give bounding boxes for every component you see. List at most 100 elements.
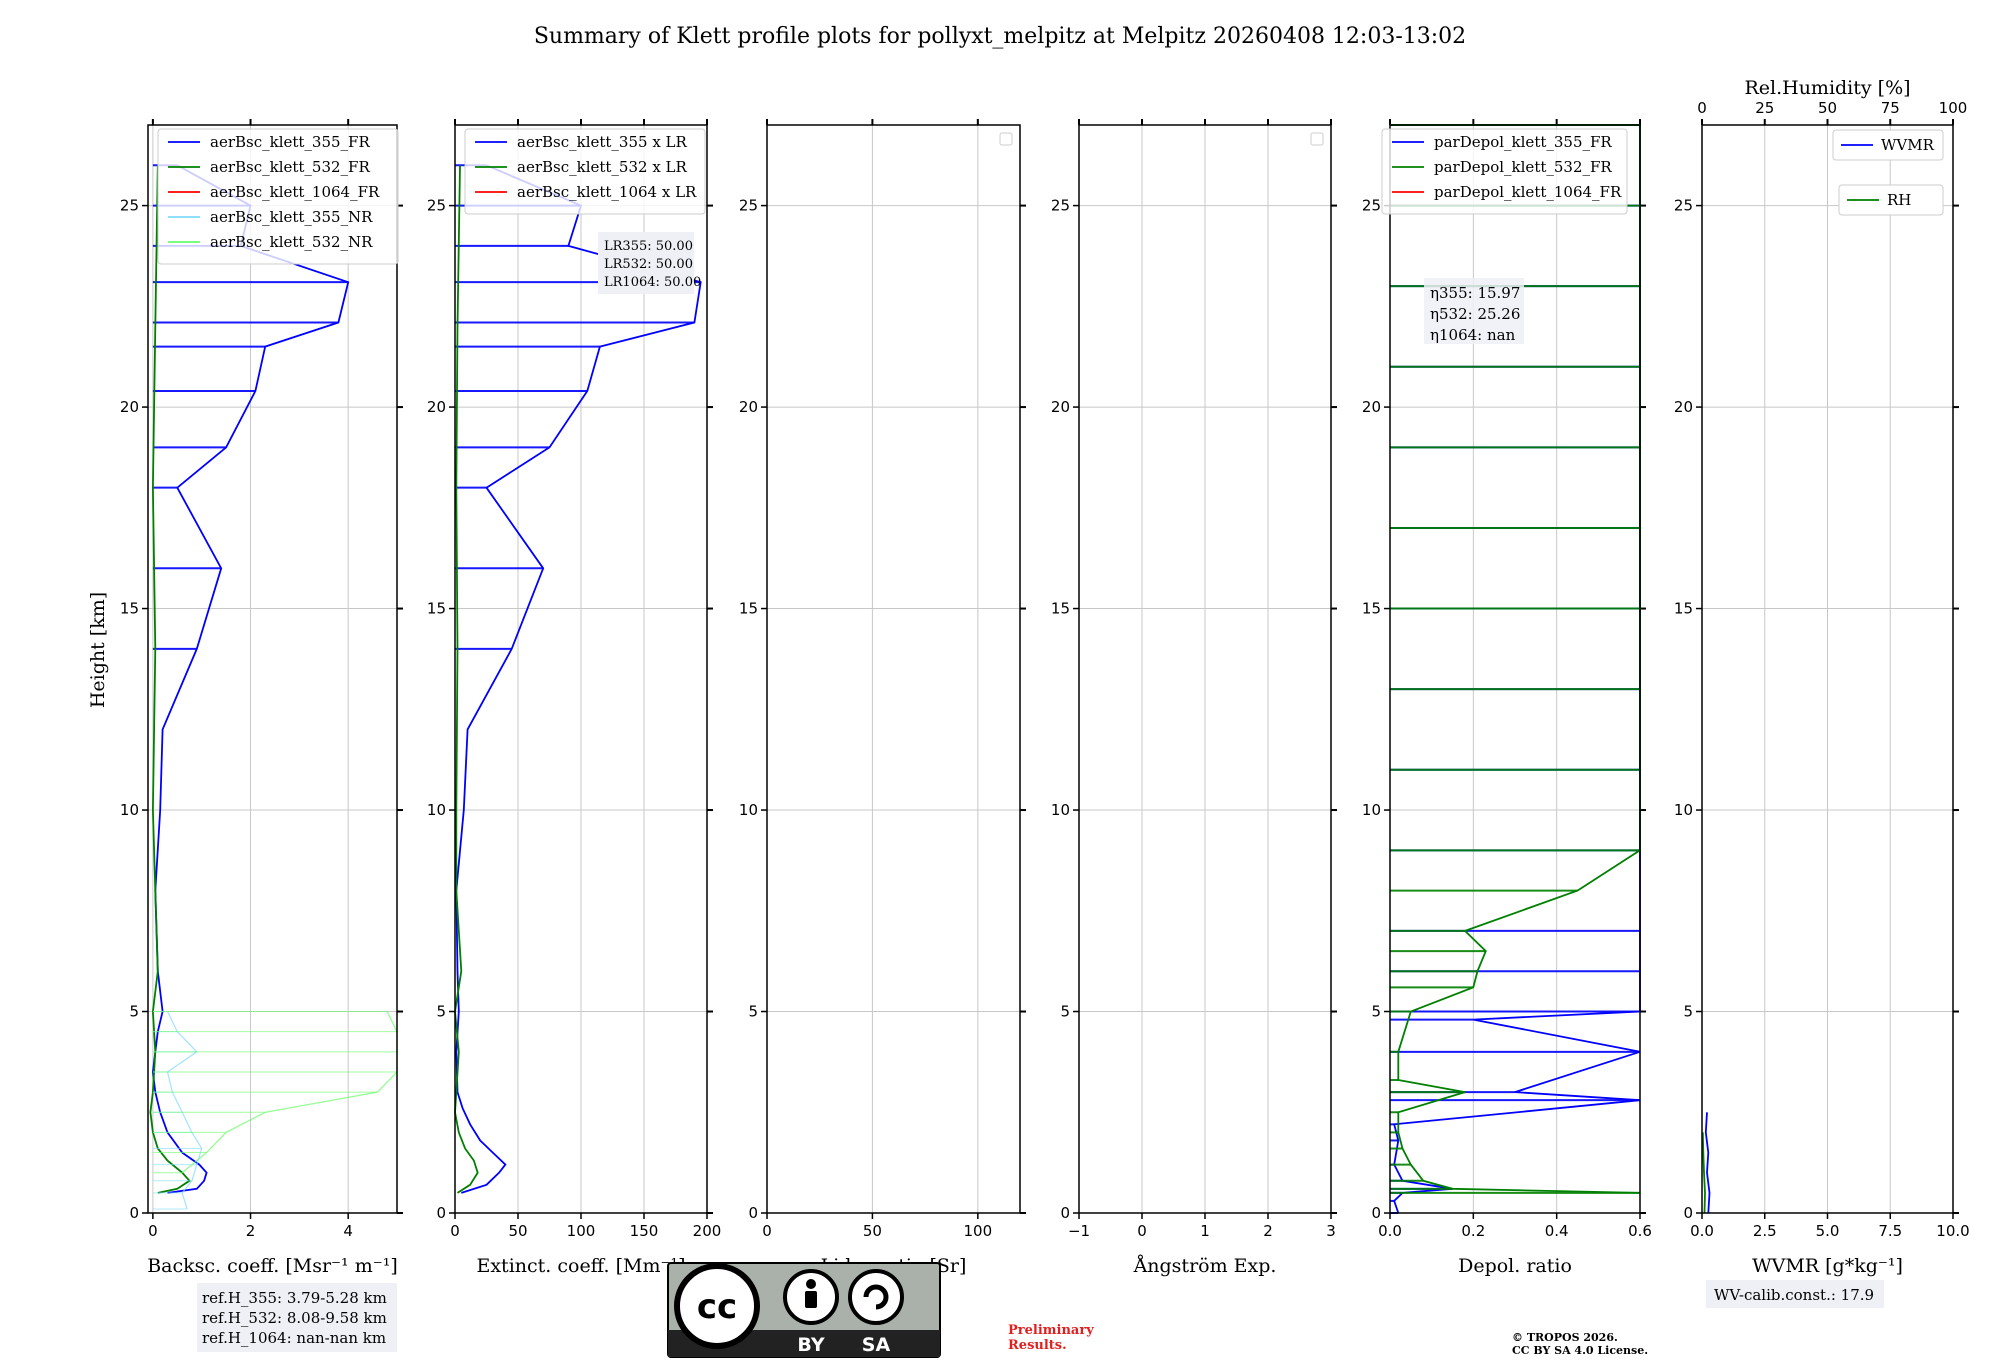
- y-tick-label: 15: [1674, 600, 1693, 618]
- legend-label: aerBsc_klett_532 x LR: [517, 158, 688, 176]
- ref-height-text: ref.H_355: 3.79-5.28 km: [202, 1289, 387, 1307]
- empty-legend-box: [1310, 132, 1324, 146]
- y-tick-label: 10: [1051, 801, 1070, 819]
- top-tick-label: 100: [1939, 99, 1968, 117]
- legend-box: [464, 128, 706, 215]
- x-tick-label: 4: [343, 1222, 353, 1240]
- eta-text: η1064: nan: [1430, 326, 1516, 344]
- panel-depol: 0 5 10 15 20 25 0.0 0.2 0.4 0.6 Depol. ratio parDep…: [1362, 119, 1652, 1277]
- x-tick-label: 0: [762, 1222, 772, 1240]
- y-tick-label: 10: [1674, 801, 1693, 819]
- y-tick-label: 5: [129, 1003, 139, 1021]
- cc-icon: cc: [697, 1287, 737, 1327]
- panel-wvmr: 0 5 10 15 20 25 0.0 2.5 5.0 7.5 10.0 WVMR [g*kg⁻¹] W…: [1674, 77, 1970, 1308]
- x-axis-label: WVMR [g*kg⁻¹]: [1752, 1255, 1903, 1277]
- x-axis-label: Ångström Exp.: [1133, 1255, 1277, 1277]
- y-tick-label: 0: [748, 1204, 758, 1222]
- y-tick-label: 0: [129, 1204, 139, 1222]
- y-tick-label: 0: [1683, 1204, 1693, 1222]
- annotation-box: [1424, 278, 1524, 344]
- x-tick-label: 2: [246, 1222, 256, 1240]
- y-tick-label: 20: [1051, 398, 1070, 416]
- y-tick-label: 20: [1674, 398, 1693, 416]
- legend-box: [1838, 184, 1944, 216]
- series-line-WVMR: [1704, 1112, 1711, 1214]
- legend-box: [1381, 128, 1628, 215]
- lidar-ratio-text: LR355: 50.00: [604, 239, 693, 254]
- legend-label: WVMR: [1881, 136, 1935, 154]
- legend-label: aerBsc_klett_355 x LR: [517, 133, 688, 151]
- axes-frame: [766, 124, 1021, 1214]
- x-tick-label: 0.6: [1628, 1222, 1652, 1240]
- legend-label: parDepol_klett_1064_FR: [1434, 183, 1622, 201]
- cc-license-badge: cc BY SA: [667, 1262, 941, 1358]
- top-tick-label: 0: [1697, 99, 1707, 117]
- y-tick-label: 10: [427, 801, 446, 819]
- y-tick-label: 15: [1362, 600, 1381, 618]
- eta-text: η355: 15.97: [1430, 284, 1520, 302]
- y-tick-label: 25: [427, 197, 446, 215]
- x-tick-label: 0: [450, 1222, 460, 1240]
- series-line-aerBsc_klett_532 x LR: [454, 165, 479, 1194]
- x-tick-label: 0.0: [1378, 1222, 1402, 1240]
- ref-height-text: ref.H_1064: nan-nan km: [202, 1329, 386, 1347]
- sa-label: SA: [862, 1334, 891, 1356]
- y-tick-label: 25: [1674, 197, 1693, 215]
- y-tick-label: 5: [1371, 1003, 1381, 1021]
- y-tick-label: 25: [120, 197, 139, 215]
- top-axis-label: Rel.Humidity [%]: [1744, 77, 1910, 99]
- x-axis-label: Extinct. coeff. [Mm⁻¹]: [476, 1255, 685, 1277]
- x-tick-label: 100: [964, 1222, 993, 1240]
- preliminary-line-2: Results.: [1008, 1338, 1067, 1353]
- panel-backscatter: 0 5 10 15 20 25 0 2 4 Backsc. coeff. [Msr⁻¹ m⁻¹] a…: [120, 119, 403, 1352]
- legend-box: [1832, 129, 1944, 161]
- top-tick-label: 25: [1755, 99, 1774, 117]
- y-tick-label: 15: [120, 600, 139, 618]
- copyright-line-2: CC BY SA 4.0 License.: [1512, 1344, 1648, 1357]
- y-tick-label: 10: [739, 801, 758, 819]
- panel-lidar_ratio: 0510152025050100Lidar ratio [Sr]: [739, 119, 1026, 1277]
- x-axis-label: Backsc. coeff. [Msr⁻¹ m⁻¹]: [147, 1255, 398, 1277]
- axes-frame: [1078, 124, 1332, 1214]
- legend-label: aerBsc_klett_532_FR: [210, 158, 370, 176]
- empty-legend-box: [999, 132, 1013, 146]
- x-tick-label: 200: [693, 1222, 722, 1240]
- y-tick-label: 5: [1060, 1003, 1070, 1021]
- x-tick-label: 0.4: [1545, 1222, 1569, 1240]
- annotation-box: [598, 232, 694, 294]
- x-tick-label: 7.5: [1878, 1222, 1902, 1240]
- y-tick-label: 15: [427, 600, 446, 618]
- legend-label: aerBsc_klett_1064_FR: [210, 183, 380, 201]
- x-tick-label: 2: [1263, 1222, 1273, 1240]
- y-tick-label: 25: [739, 197, 758, 215]
- x-tick-label: −1: [1068, 1222, 1090, 1240]
- y-tick-label: 15: [739, 600, 758, 618]
- legend-label: aerBsc_klett_355_FR: [210, 133, 370, 151]
- legend-box: [157, 128, 399, 265]
- x-tick-label: 3: [1326, 1222, 1336, 1240]
- y-tick-label: 25: [1051, 197, 1070, 215]
- legend-label: aerBsc_klett_532_NR: [210, 233, 373, 251]
- y-tick-label: 5: [748, 1003, 758, 1021]
- copyright-line-1: © TROPOS 2026.: [1512, 1331, 1618, 1344]
- wv-calib-text: WV-calib.const.: 17.9: [1714, 1286, 1874, 1304]
- y-tick-label: 5: [436, 1003, 446, 1021]
- y-tick-label: 25: [1362, 197, 1381, 215]
- x-tick-label: 0: [1137, 1222, 1147, 1240]
- share-alike-icon: [848, 1269, 904, 1325]
- x-tick-label: 0: [148, 1222, 158, 1240]
- axes-frame: [1701, 124, 1954, 1214]
- y-tick-label: 15: [1051, 600, 1070, 618]
- preliminary-line-1: Preliminary: [1008, 1323, 1094, 1338]
- ref-height-text: ref.H_532: 8.08-9.58 km: [202, 1309, 387, 1327]
- legend-label: parDepol_klett_532_FR: [1434, 158, 1612, 176]
- x-tick-label: 2.5: [1753, 1222, 1777, 1240]
- x-tick-label: 5.0: [1816, 1222, 1840, 1240]
- lidar-ratio-text: LR532: 50.00: [604, 257, 693, 272]
- by-label: BY: [797, 1334, 824, 1356]
- top-tick-label: 75: [1881, 99, 1900, 117]
- y-tick-label: 10: [1362, 801, 1381, 819]
